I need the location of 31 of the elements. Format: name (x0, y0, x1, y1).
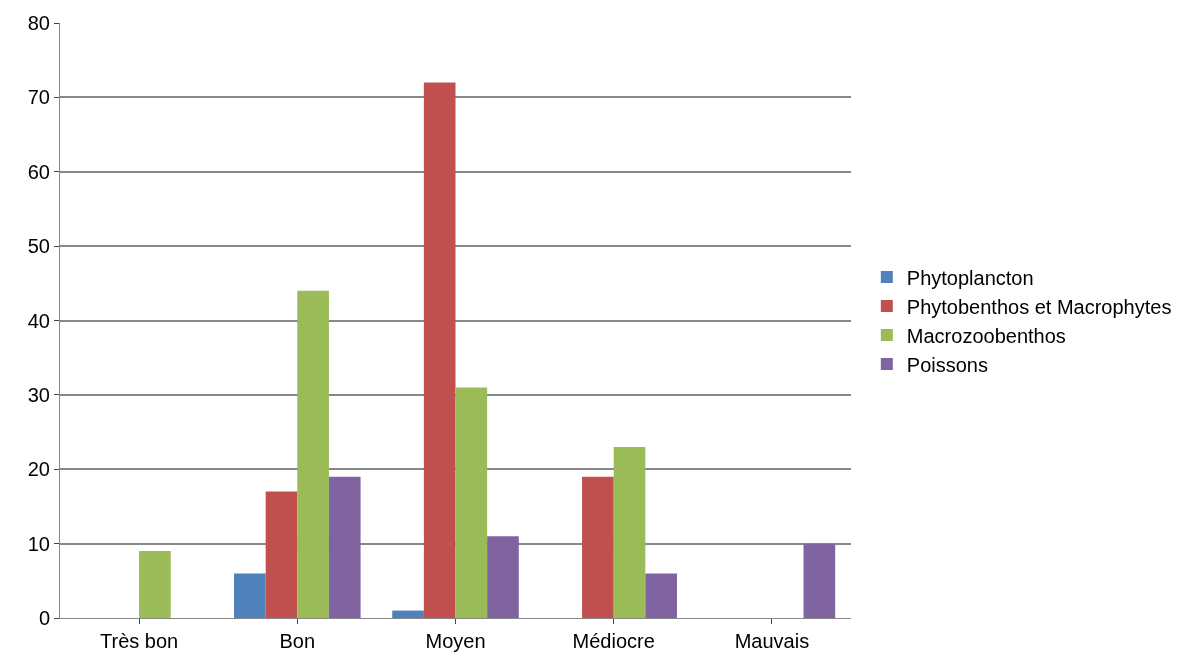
bar (139, 551, 171, 618)
x-tick-label: Bon (279, 630, 316, 652)
y-tick-label: 30 (27, 383, 50, 406)
y-tick-label: 40 (27, 309, 50, 332)
y-tick-label: 80 (27, 12, 50, 34)
bar (645, 573, 677, 618)
y-tick-label: 20 (27, 458, 50, 481)
bar (328, 476, 361, 618)
bar (613, 446, 646, 618)
bar (423, 82, 456, 618)
y-tick-label: 50 (27, 235, 50, 258)
bar (392, 610, 424, 618)
bar (803, 543, 836, 618)
legend-label: Phytoplancton (906, 266, 1034, 289)
x-tick-label: Mauvais (734, 630, 810, 652)
x-tick-label: Médiocre (572, 630, 655, 652)
legend-label: Phytobenthos et Macrophytes (906, 295, 1172, 318)
bar (582, 476, 614, 618)
x-tick-label: Très bon (100, 630, 179, 652)
y-tick-label: 60 (27, 160, 50, 183)
y-tick-label: 70 (27, 86, 50, 109)
legend-label: Poissons (906, 353, 988, 376)
x-tick-label: Moyen (425, 630, 486, 652)
bar (234, 573, 266, 618)
bar (265, 491, 298, 618)
y-tick-label: 10 (27, 532, 50, 555)
bar (297, 290, 329, 618)
legend-label: Macrozoobenthos (906, 324, 1066, 347)
bar (455, 387, 488, 618)
y-tick-label: 0 (38, 607, 50, 629)
bar (487, 536, 519, 618)
